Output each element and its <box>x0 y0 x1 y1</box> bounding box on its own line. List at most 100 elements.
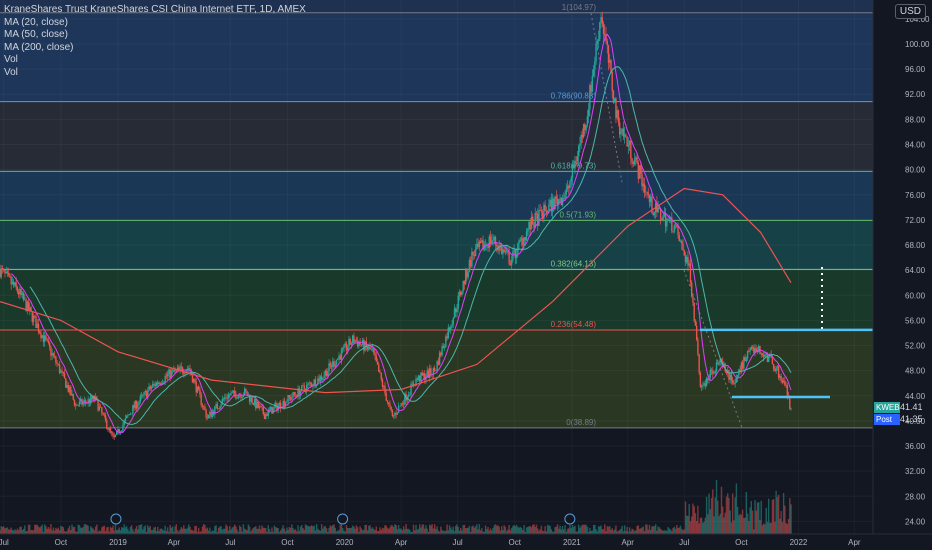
volume-bar <box>488 530 490 534</box>
candle-body <box>692 296 694 303</box>
volume-bar <box>48 528 51 534</box>
candle-body <box>277 405 279 411</box>
volume-bar <box>710 498 713 534</box>
volume-bar <box>41 524 43 534</box>
candle-body <box>571 164 574 178</box>
candle-body <box>0 270 1 278</box>
candle-body <box>157 382 159 385</box>
volume-bar <box>268 528 271 534</box>
candle-body <box>612 90 615 103</box>
volume-bar <box>51 530 53 534</box>
volume-bar <box>561 525 564 534</box>
candle-body <box>6 271 9 274</box>
candle-body <box>582 124 585 138</box>
candle-body <box>87 399 89 403</box>
candle-body <box>385 393 387 401</box>
candle-body <box>717 362 719 365</box>
x-tick-label: Oct <box>281 538 294 547</box>
candle-body <box>120 430 123 432</box>
volume-bar <box>759 519 761 534</box>
volume-bar <box>406 528 409 534</box>
volume-bar <box>715 480 718 534</box>
candle-body <box>31 311 33 322</box>
volume-bar <box>62 527 65 534</box>
candle-body <box>442 346 445 349</box>
candle-body <box>729 374 731 380</box>
candle-body <box>591 75 594 92</box>
volume-bar <box>785 522 787 534</box>
candle-body <box>767 356 770 362</box>
volume-bar <box>713 516 715 534</box>
candle-body <box>713 373 715 374</box>
volume-bar <box>664 530 667 534</box>
candle-body <box>648 195 651 202</box>
y-tick-label: 52.00 <box>905 342 926 351</box>
candle-body <box>369 346 371 350</box>
volume-bar <box>573 527 575 534</box>
candle-body <box>41 335 43 339</box>
candle-body <box>287 395 289 402</box>
candle-body <box>306 385 308 392</box>
volume-bar <box>84 524 87 534</box>
candle-body <box>214 406 216 415</box>
candle-body <box>731 380 734 384</box>
candle-body <box>615 98 617 118</box>
legend-vol-1[interactable]: Vol <box>4 54 18 65</box>
candle-body <box>364 341 366 351</box>
volume-bar <box>224 528 226 534</box>
candle-body <box>308 382 310 384</box>
candle-body <box>253 398 256 405</box>
volume-bar <box>756 502 759 534</box>
candle-body <box>570 177 572 182</box>
candle-body <box>492 240 494 241</box>
volume-bar <box>758 502 760 534</box>
y-tick-label: 92.00 <box>905 90 926 99</box>
candle-body <box>529 221 531 230</box>
candle-body <box>551 198 554 212</box>
y-tick-label: 76.00 <box>905 191 926 200</box>
volume-bar <box>392 527 395 534</box>
candle-body <box>315 385 318 387</box>
candle-body <box>307 383 309 386</box>
volume-bar <box>19 526 21 534</box>
volume-bar <box>689 521 692 534</box>
candle-body <box>704 383 707 386</box>
legend-vol-2[interactable]: Vol <box>4 66 18 78</box>
candle-body <box>51 353 53 356</box>
candle-body <box>112 433 114 436</box>
volume-bar <box>549 525 551 534</box>
volume-bar <box>790 504 792 534</box>
volume-bar <box>258 525 261 534</box>
candle-body <box>173 369 175 372</box>
volume-bar <box>736 506 739 534</box>
candle-body <box>421 372 423 376</box>
legend-ma20[interactable]: MA (20, close) <box>4 16 68 28</box>
legend-ma200[interactable]: MA (200, close) <box>4 41 74 53</box>
volume-bar <box>149 525 151 534</box>
volume-bar <box>284 531 287 534</box>
legend-ma50[interactable]: MA (50, close) <box>4 29 68 40</box>
volume-bar <box>278 531 281 534</box>
volume-bar <box>445 531 447 534</box>
volume-bar <box>479 530 482 534</box>
candle-body <box>609 59 611 63</box>
candle-body <box>740 362 743 371</box>
volume-bar <box>550 529 553 534</box>
currency-button[interactable]: USD <box>894 4 926 19</box>
candle-body <box>250 397 252 402</box>
volume-bar <box>586 526 589 534</box>
volume-bar <box>21 529 24 534</box>
volume-bar <box>52 527 55 534</box>
volume-bar <box>708 493 710 534</box>
candle-body <box>340 349 343 360</box>
candle-body <box>607 45 610 63</box>
y-tick-label: 72.00 <box>905 216 926 225</box>
volume-bar <box>257 528 259 534</box>
volume-bar <box>358 531 360 534</box>
volume-bar <box>292 527 294 534</box>
candle-body <box>518 240 520 244</box>
volume-bar <box>743 518 745 534</box>
volume-bar <box>656 530 658 534</box>
candle-body <box>772 364 775 369</box>
